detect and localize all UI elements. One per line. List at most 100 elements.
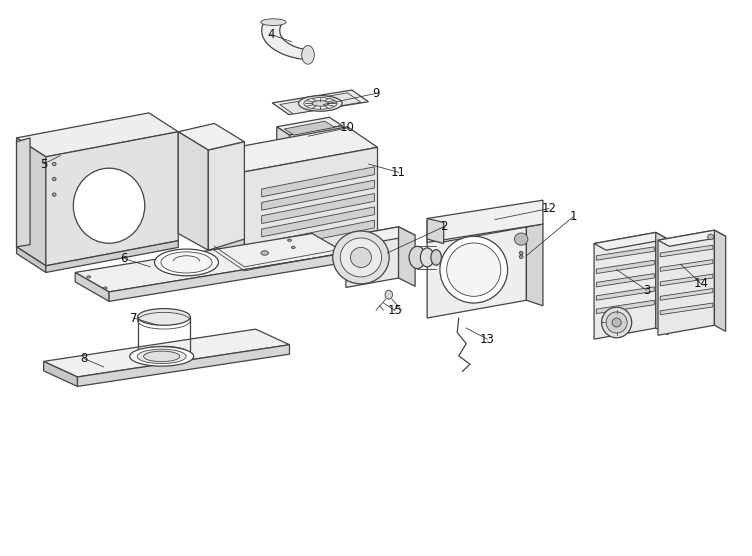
Polygon shape [596,300,654,314]
Polygon shape [17,247,46,272]
Text: 14: 14 [693,277,708,290]
Polygon shape [427,200,543,242]
Polygon shape [178,123,244,150]
Polygon shape [262,207,374,237]
Polygon shape [277,117,342,135]
Polygon shape [594,232,656,339]
Text: 15: 15 [387,304,402,317]
Ellipse shape [612,318,621,327]
Ellipse shape [420,248,434,267]
Text: 8: 8 [80,352,88,365]
Polygon shape [658,230,714,335]
Polygon shape [214,127,378,172]
Ellipse shape [155,249,219,276]
Ellipse shape [87,276,91,278]
Ellipse shape [74,168,145,244]
Ellipse shape [53,177,56,181]
Polygon shape [284,121,335,135]
Text: 6: 6 [120,252,128,265]
Polygon shape [290,126,342,157]
Ellipse shape [138,349,186,364]
Polygon shape [660,260,713,271]
Polygon shape [277,127,290,157]
Polygon shape [262,220,374,250]
Ellipse shape [161,252,212,273]
Ellipse shape [138,309,190,325]
Ellipse shape [519,251,523,255]
Polygon shape [280,93,361,114]
Polygon shape [660,289,713,300]
Ellipse shape [138,346,190,363]
Ellipse shape [519,255,523,259]
Ellipse shape [350,247,371,267]
Text: 1: 1 [569,210,577,224]
Polygon shape [596,247,654,260]
Polygon shape [17,138,30,247]
Polygon shape [427,219,543,242]
Ellipse shape [53,193,56,196]
Polygon shape [272,90,368,115]
Polygon shape [427,219,444,244]
Ellipse shape [340,238,382,277]
Polygon shape [660,245,713,257]
Ellipse shape [312,101,329,106]
Ellipse shape [602,307,632,337]
Text: 3: 3 [643,284,650,297]
Polygon shape [399,227,415,286]
Polygon shape [594,232,668,250]
Polygon shape [77,345,290,386]
Polygon shape [596,260,654,274]
Polygon shape [262,193,374,224]
Text: 11: 11 [391,166,406,179]
Ellipse shape [302,46,314,64]
Ellipse shape [708,234,714,240]
Polygon shape [75,272,109,301]
Polygon shape [44,361,77,386]
Polygon shape [346,227,399,287]
Polygon shape [46,132,178,266]
Polygon shape [17,113,178,157]
Polygon shape [214,151,244,267]
Polygon shape [244,147,378,267]
Ellipse shape [447,243,501,296]
Ellipse shape [514,233,528,245]
Polygon shape [109,253,346,301]
Polygon shape [346,227,415,245]
Polygon shape [596,274,654,287]
Text: 12: 12 [541,202,556,215]
Polygon shape [262,167,374,197]
Text: 5: 5 [40,157,47,171]
Polygon shape [46,241,178,272]
Ellipse shape [431,250,441,265]
Polygon shape [75,234,346,292]
Polygon shape [526,219,543,306]
Ellipse shape [53,162,56,166]
Ellipse shape [385,290,393,299]
Ellipse shape [440,236,508,303]
Text: 13: 13 [480,332,495,346]
Polygon shape [44,329,290,377]
Ellipse shape [292,246,296,249]
Text: 7: 7 [130,311,138,325]
Text: 10: 10 [340,121,355,135]
Ellipse shape [288,239,292,241]
Polygon shape [714,230,726,331]
Ellipse shape [261,19,286,26]
Ellipse shape [606,312,627,333]
Ellipse shape [299,96,342,111]
Text: 9: 9 [372,87,380,100]
Polygon shape [17,138,46,266]
Polygon shape [208,142,244,250]
Ellipse shape [261,251,268,255]
Ellipse shape [144,351,180,362]
Ellipse shape [104,287,108,289]
Ellipse shape [130,347,194,366]
Polygon shape [262,21,310,59]
Polygon shape [178,132,208,250]
Ellipse shape [332,231,390,284]
Polygon shape [660,274,713,286]
Ellipse shape [409,246,426,269]
Polygon shape [658,230,726,246]
Text: 4: 4 [267,28,274,41]
Text: 2: 2 [440,220,447,234]
